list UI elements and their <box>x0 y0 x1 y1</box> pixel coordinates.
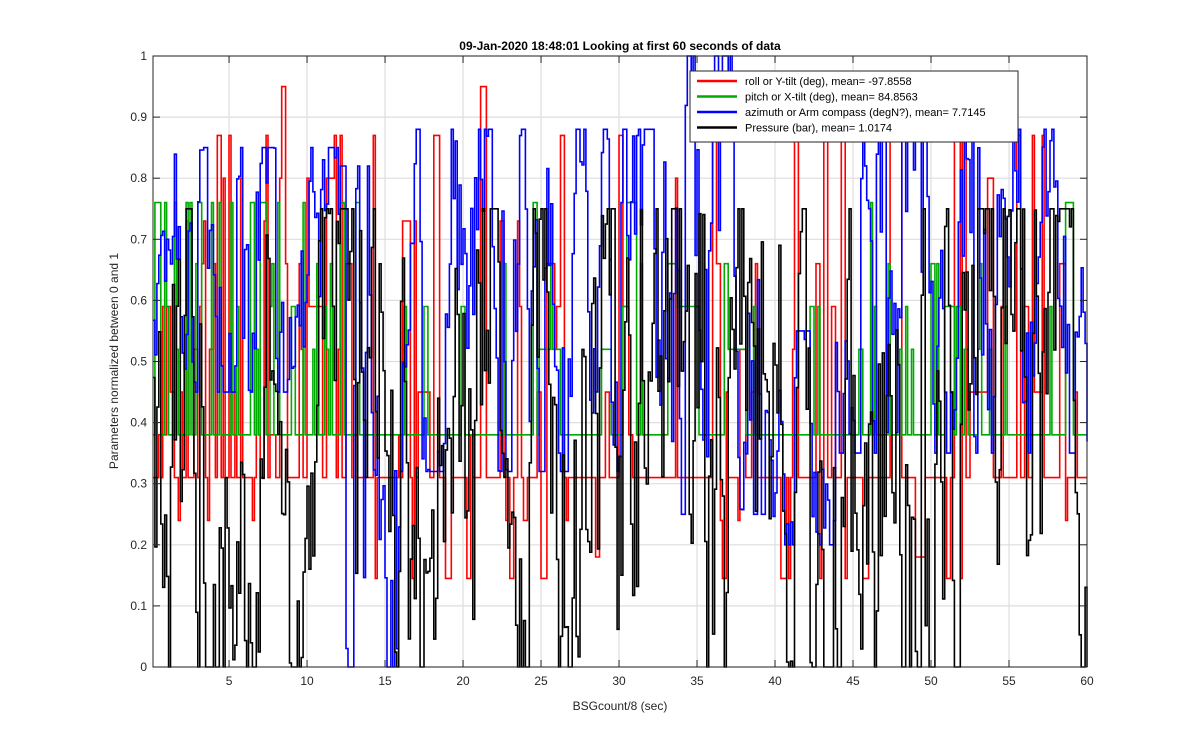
x-tick-label: 45 <box>846 674 860 688</box>
y-tick-label: 0.7 <box>130 232 147 246</box>
x-tick-label: 10 <box>300 674 314 688</box>
legend-entry-1: roll or Y-tilt (deg), mean= -97.8558 <box>745 76 912 88</box>
series-line-4 <box>153 208 1088 668</box>
x-tick-label: 35 <box>690 674 704 688</box>
y-axis-label: Parameters normalized between 0 and 1 <box>107 253 121 469</box>
y-tick-label: 0.9 <box>130 110 147 124</box>
x-tick-label: 15 <box>378 674 392 688</box>
chart-title: 09-Jan-2020 18:48:01 Looking at first 60… <box>459 39 781 53</box>
x-tick-label: 60 <box>1080 674 1094 688</box>
y-tick-label: 0.1 <box>130 599 147 613</box>
y-tick-label: 0.5 <box>130 355 147 369</box>
x-tick-label: 5 <box>226 674 233 688</box>
y-tick-label: 0.8 <box>130 171 147 185</box>
x-tick-label: 55 <box>1002 674 1016 688</box>
y-tick-label: 0.2 <box>130 538 147 552</box>
legend-entry-4: Pressure (bar), mean= 1.0174 <box>745 123 892 135</box>
legend: roll or Y-tilt (deg), mean= -97.8558 pitc… <box>689 70 1019 143</box>
x-axis-label: BSGcount/8 (sec) <box>573 699 668 713</box>
legend-box <box>689 70 1019 143</box>
x-tick-label: 40 <box>768 674 782 688</box>
y-tick-label: 0 <box>140 660 147 674</box>
axis-ticks: 5 10 15 20 25 30 35 40 45 50 55 60 0 0.1 0.2 0.3 0.4 0.5 0… <box>130 49 1094 688</box>
x-tick-label: 30 <box>612 674 626 688</box>
legend-entry-3: azimuth or Arm compass (degN?), mean= 7.… <box>745 107 986 119</box>
y-tick-label: 0.6 <box>130 293 147 307</box>
y-tick-label: 0.3 <box>130 477 147 491</box>
x-tick-label: 25 <box>534 674 548 688</box>
legend-entry-2: pitch or X-tilt (deg), mean= 84.8563 <box>745 92 918 104</box>
y-tick-label: 1 <box>140 49 147 63</box>
series-line-3 <box>153 55 1088 668</box>
x-tick-label: 50 <box>924 674 938 688</box>
y-tick-label: 0.4 <box>130 416 147 430</box>
series-lines <box>153 55 1088 668</box>
x-tick-label: 20 <box>456 674 470 688</box>
